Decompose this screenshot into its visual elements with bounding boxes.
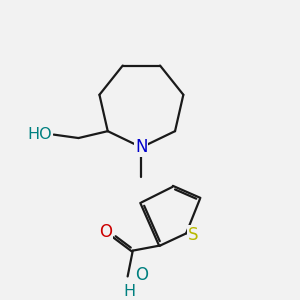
Text: O: O: [135, 266, 148, 284]
Text: HO: HO: [27, 127, 52, 142]
Text: H: H: [123, 284, 135, 299]
Text: S: S: [188, 226, 198, 244]
Text: O: O: [99, 224, 112, 242]
Text: N: N: [135, 138, 148, 156]
